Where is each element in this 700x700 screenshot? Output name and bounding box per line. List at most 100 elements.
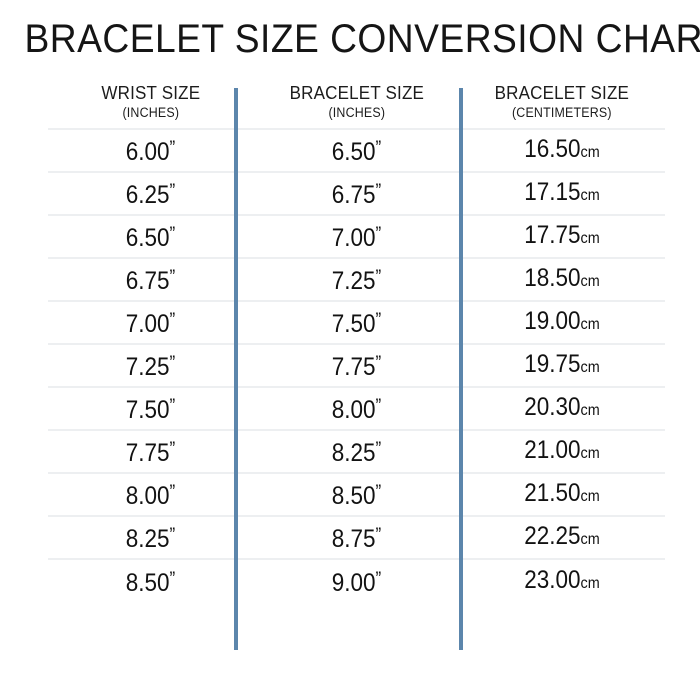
cell-bracelet-inches-value: 6.75 [331,181,376,209]
cell-bracelet-inches-value: 8.25 [331,439,376,467]
cell-bracelet-inches: 8.25” [254,436,460,467]
cell-bracelet-centimeters-value: 16.50 [524,134,581,163]
inch-symbol-icon: ” [375,138,382,159]
cell-bracelet-centimeters: 19.75cm [459,350,665,382]
inch-symbol-icon: ” [375,396,382,417]
inch-symbol-icon: ” [375,569,382,590]
cell-bracelet-centimeters: 17.75cm [459,221,665,253]
cell-wrist-size-value: 7.00 [126,310,170,338]
inch-symbol-icon: ” [169,482,176,503]
cell-bracelet-centimeters: 23.00cm [459,566,665,598]
cell-bracelet-centimeters: 19.00cm [459,307,665,339]
table-row: 7.00” 7.50” 19.00cm [48,302,665,345]
column-header-wrist-size-unit: (INCHES) [122,105,180,120]
cell-bracelet-centimeters-value: 21.00 [524,435,581,464]
table-row: 7.50” 8.00” 20.30cm [48,388,665,431]
cell-bracelet-centimeters: 22.25cm [459,522,665,554]
cell-wrist-size-value: 8.50 [126,569,170,597]
cell-wrist-size-value: 6.00 [126,138,170,166]
cell-wrist-size-value: 6.75 [126,267,170,295]
cell-bracelet-centimeters-value: 18.50 [524,263,581,292]
cell-bracelet-inches-value: 8.00 [331,396,376,424]
cell-wrist-size: 7.25” [48,350,254,381]
cell-bracelet-inches-value: 8.75 [331,525,376,553]
column-header-wrist-size-label: WRIST SIZE [101,82,201,103]
inch-symbol-icon: ” [375,439,382,460]
cell-bracelet-inches: 9.00” [254,566,460,597]
cell-bracelet-inches: 6.75” [254,178,460,209]
cell-wrist-size-value: 7.50 [126,396,170,424]
cell-bracelet-inches-value: 7.25 [331,267,376,295]
table-row: 7.25” 7.75” 19.75cm [48,345,665,388]
cell-bracelet-inches: 8.50” [254,479,460,510]
cell-wrist-size: 8.00” [48,479,254,510]
inch-symbol-icon: ” [375,267,382,288]
cell-wrist-size-value: 8.25 [126,525,170,553]
column-header-bracelet-inches-unit: (INCHES) [328,105,385,120]
cell-wrist-size: 7.50” [48,393,254,424]
cell-wrist-size: 7.00” [48,307,254,338]
cell-wrist-size: 6.75” [48,264,254,295]
cell-bracelet-centimeters-value: 22.25 [524,521,581,550]
cell-bracelet-inches: 7.75” [254,350,460,381]
cell-wrist-size-value: 7.25 [126,353,170,381]
cm-symbol-icon: cm [580,401,600,419]
column-header-wrist-size: WRIST SIZE (INCHES) [48,82,254,121]
inch-symbol-icon: ” [375,181,382,202]
cm-symbol-icon: cm [580,229,600,247]
cm-symbol-icon: cm [580,530,600,548]
table-row: 6.50” 7.00” 17.75cm [48,216,665,259]
inch-symbol-icon: ” [375,310,382,331]
cell-wrist-size: 8.25” [48,522,254,553]
cm-symbol-icon: cm [580,315,600,333]
column-divider-right [459,88,463,650]
cell-bracelet-inches: 8.00” [254,393,460,424]
inch-symbol-icon: ” [169,353,176,374]
cell-wrist-size-value: 6.25 [126,181,170,209]
table-row: 7.75” 8.25” 21.00cm [48,431,665,474]
cell-bracelet-inches-value: 8.50 [331,482,376,510]
conversion-table: WRIST SIZE (INCHES) BRACELET SIZE (INCHE… [48,82,665,603]
cell-bracelet-centimeters: 21.50cm [459,479,665,511]
cell-wrist-size-value: 7.75 [126,439,170,467]
table-row: 6.25 ” 6.75” 17.15cm [48,173,665,216]
table-row: 8.50” 9.00” 23.00cm [48,560,665,603]
cell-bracelet-inches: 7.00” [254,221,460,252]
table-row: 6.00” 6.50” 16.50cm [48,130,665,173]
cell-bracelet-centimeters: 20.30cm [459,393,665,425]
cell-bracelet-centimeters-value: 19.75 [524,349,581,378]
cell-wrist-size: 6.50” [48,221,254,252]
cm-symbol-icon: cm [580,487,600,505]
cm-symbol-icon: cm [580,186,600,204]
cell-wrist-size: 7.75” [48,436,254,467]
cell-wrist-size-value: 6.50 [126,224,170,252]
cell-bracelet-centimeters-value: 23.00 [524,565,581,594]
inch-symbol-icon: ” [375,525,382,546]
column-header-bracelet-centimeters-label: BRACELET SIZE [494,82,630,103]
inch-symbol-icon: ” [169,224,176,245]
cell-wrist-size-value: 8.00 [126,482,170,510]
inch-symbol-icon: ” [375,482,382,503]
cell-bracelet-centimeters: 21.00cm [459,436,665,468]
inch-symbol-icon: ” [169,310,176,331]
cell-bracelet-centimeters-value: 20.30 [524,392,581,421]
table-header-row: WRIST SIZE (INCHES) BRACELET SIZE (INCHE… [48,82,665,130]
table-row: 8.00” 8.50” 21.50cm [48,474,665,517]
cell-bracelet-centimeters-value: 17.75 [524,220,581,249]
inch-symbol-icon: ” [169,138,176,159]
cell-bracelet-centimeters-value: 17.15 [524,177,581,206]
cm-symbol-icon: cm [580,272,600,290]
cell-bracelet-inches-value: 9.00 [331,569,376,597]
inch-symbol-icon: ” [169,525,176,546]
page-title: BRACELET SIZE CONVERSION CHART [24,17,700,61]
cell-bracelet-inches-value: 6.50 [331,138,376,166]
table-row: 6.75” 7.25” 18.50cm [48,259,665,302]
inch-symbol-icon: ” [169,439,176,460]
cell-wrist-size: 8.50” [48,566,254,597]
cell-bracelet-inches-value: 7.50 [331,310,376,338]
inch-symbol-icon: ” [169,267,176,288]
column-divider-left [234,88,238,650]
cell-bracelet-centimeters: 16.50cm [459,135,665,167]
inch-symbol-icon: ” [169,396,176,417]
